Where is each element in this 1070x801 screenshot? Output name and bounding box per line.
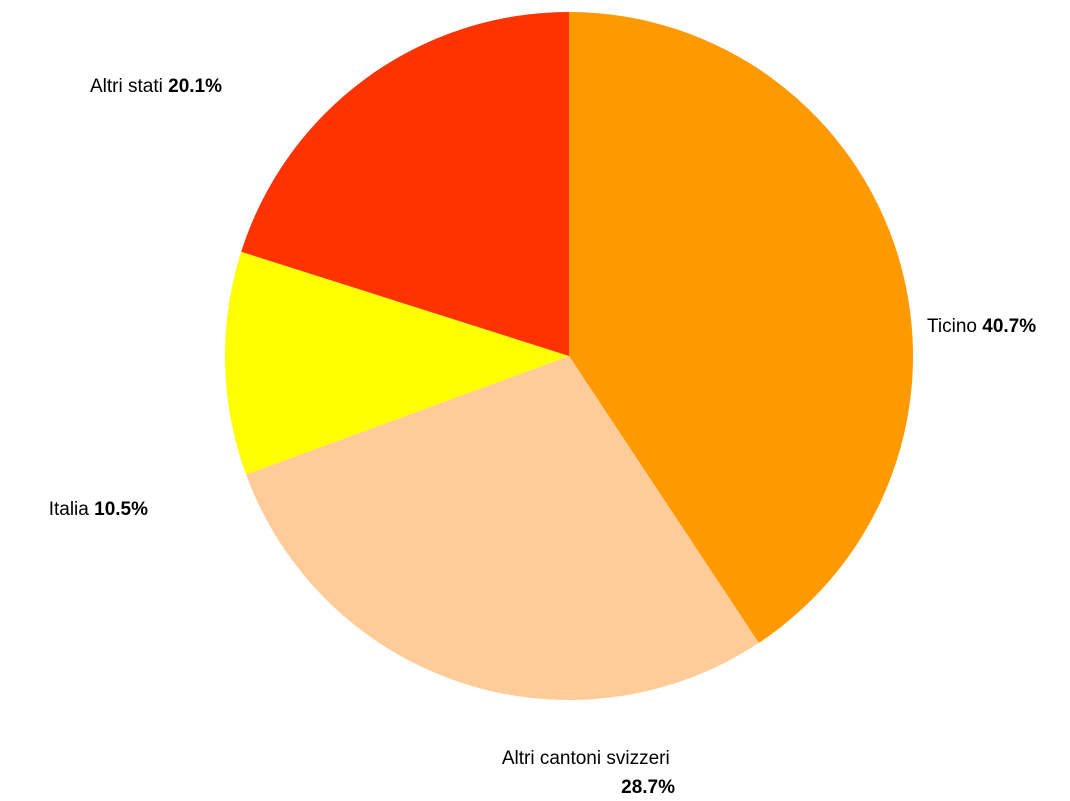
slice-label-altri-stati: Altri stati 20.1% bbox=[90, 76, 222, 97]
slice-label-altri-cantoni: Altri cantoni svizzeri 28.7% bbox=[502, 748, 675, 798]
slice-label-italia: Italia 10.5% bbox=[49, 499, 148, 520]
slice-value-altri-stati: 20.1% bbox=[168, 76, 222, 97]
slice-value-ticino: 40.7% bbox=[982, 316, 1036, 337]
slice-name-italia: Italia bbox=[49, 499, 90, 520]
pie-slice-altri-stati bbox=[241, 12, 569, 356]
slice-label-ticino: Ticino 40.7% bbox=[927, 316, 1036, 337]
slice-value-italia: 10.5% bbox=[94, 499, 148, 520]
pie-slice-ticino bbox=[569, 12, 913, 643]
pie-slice-italia bbox=[225, 251, 569, 475]
pie-slice-altri-cantoni-svizzeri bbox=[246, 356, 759, 700]
slice-name-altri-cantoni: Altri cantoni svizzeri bbox=[502, 748, 670, 769]
pie-slices bbox=[225, 12, 913, 700]
slice-name-altri-stati: Altri stati bbox=[90, 76, 163, 97]
slice-name-ticino: Ticino bbox=[927, 316, 977, 337]
slice-value-altri-cantoni: 28.7% bbox=[621, 777, 675, 798]
